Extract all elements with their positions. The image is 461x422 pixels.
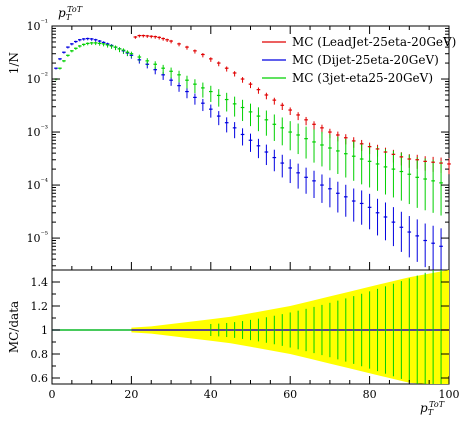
main-y-tick-label: 10⁻⁴	[27, 177, 48, 192]
main-series-group	[54, 34, 451, 247]
main-y-axis-label: 1/N	[7, 52, 21, 74]
legend: MC (LeadJet-25eta-20GeV) MC (Dijet-25eta-…	[262, 35, 456, 85]
legend-label: MC (Dijet-25eta-20GeV)	[292, 53, 439, 67]
main-y-tick-label: 10⁻¹	[27, 18, 48, 33]
series-2	[54, 42, 443, 184]
main-top-axis-label: pTToT	[58, 5, 83, 22]
legend-label: MC (LeadJet-25eta-20GeV)	[292, 35, 456, 49]
ratio-x-tick-label: 20	[124, 388, 138, 401]
series-1	[54, 37, 443, 247]
ratio-x-tick-label: 60	[283, 388, 297, 401]
ratio-y-axis-label: MC/data	[7, 301, 21, 353]
ratio-y-ticks: 0.6 0.8 1 1.2 1.4	[31, 276, 449, 385]
ratio-series-group	[52, 270, 449, 384]
main-panel: 10⁻¹ 10⁻² 10⁻³ 10⁻⁴ 10⁻⁵ 1/N pTToT MC (LeadJ…	[7, 5, 456, 271]
ratio-y-tick-label: 0.8	[31, 348, 49, 361]
ratio-y-tick-label: 0.6	[31, 372, 49, 385]
main-uncertainty-bars	[55, 34, 450, 270]
ratio-y-tick-label: 1.4	[31, 276, 49, 289]
ratio-panel: 0 20 40 60 80 100 0.6 0.8 1 1.2 1.4 MC/data pTToT	[7, 269, 460, 417]
legend-label: MC (3jet-eta25-20GeV)	[292, 71, 433, 85]
ratio-x-tick-label: 0	[49, 388, 56, 401]
ratio-x-tick-label: 100	[439, 388, 460, 401]
ratio-x-tick-label: 40	[204, 388, 218, 401]
main-y-tick-label: 10⁻³	[27, 124, 48, 139]
main-y-ticks: 10⁻¹ 10⁻² 10⁻³ 10⁻⁴ 10⁻⁵	[27, 18, 450, 270]
ratio-x-tick-label: 80	[363, 388, 377, 401]
main-y-tick-label: 10⁻²	[27, 71, 48, 86]
series-0	[133, 34, 451, 165]
ratio-x-ticks: 0 20 40 60 80 100	[49, 376, 460, 401]
ratio-y-tick-label: 1.2	[31, 300, 49, 313]
ratio-y-tick-label: 1	[41, 324, 48, 337]
main-y-tick-label: 10⁻⁵	[27, 230, 48, 245]
ratio-x-axis-label: pTToT	[420, 400, 445, 417]
